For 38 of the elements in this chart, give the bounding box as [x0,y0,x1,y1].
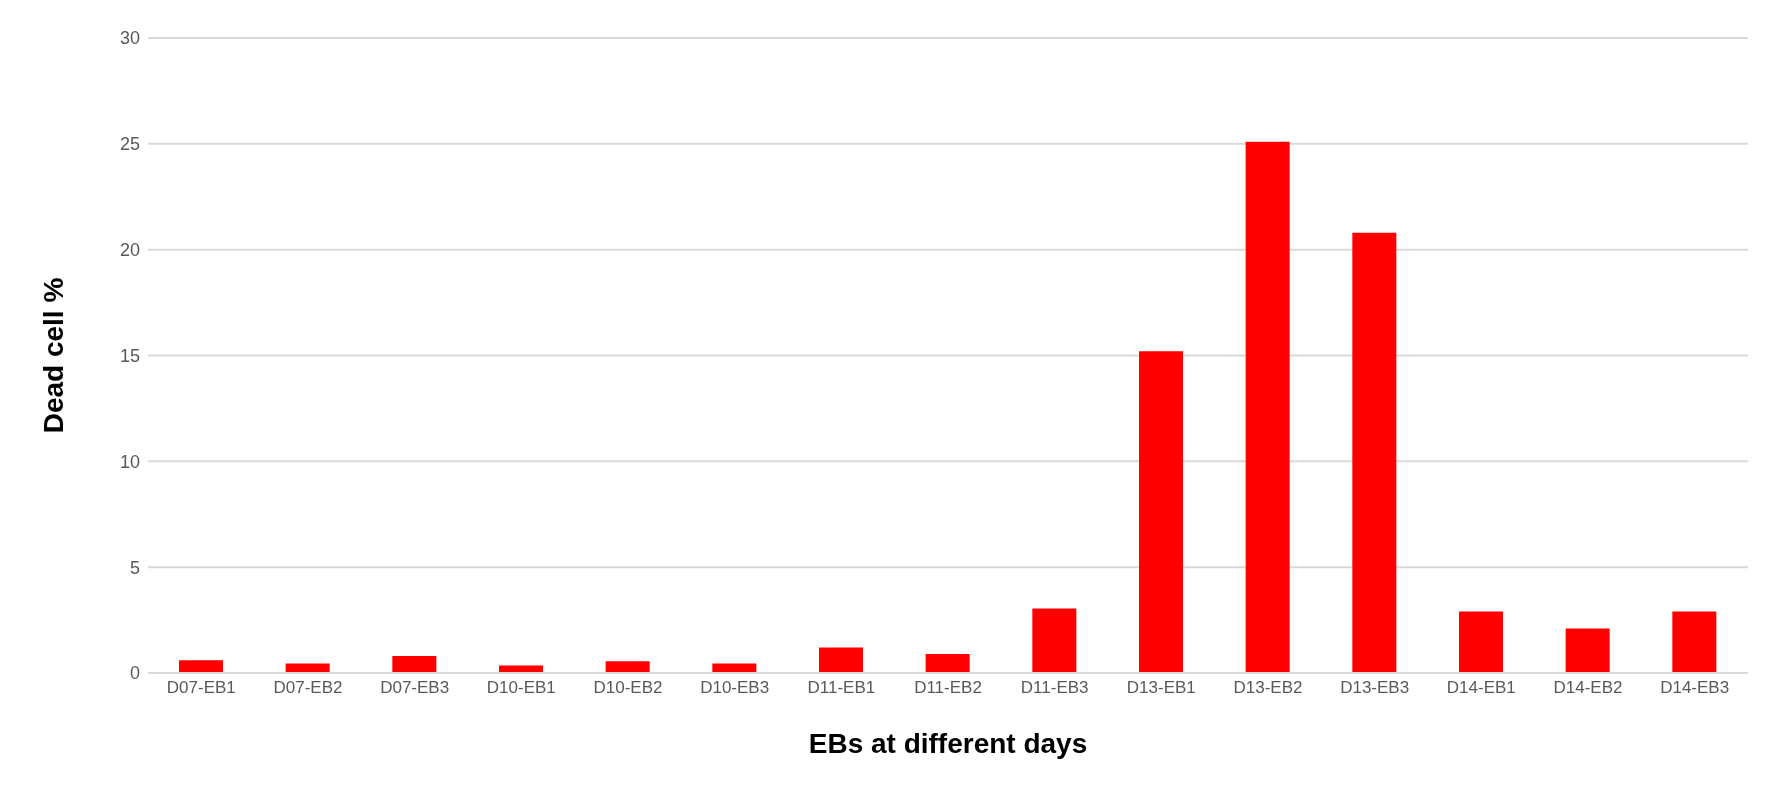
x-tick-label: D07-EB3 [380,678,450,698]
y-tick-label: 15 [119,345,140,366]
x-tick-label: D10-EB3 [700,678,770,698]
y-tick-label: 30 [119,28,140,49]
x-tick-label: D07-EB1 [166,678,236,698]
x-tick-label: D13-EB2 [1233,678,1303,698]
x-tick-label: D14-EB1 [1446,678,1516,698]
bar [392,656,437,673]
bar [712,663,757,673]
x-tick-label: D13-EB3 [1340,678,1410,698]
bar [1352,232,1397,673]
bar [1245,141,1290,673]
y-axis-title: Dead cell % [37,277,69,434]
x-tick-label: D14-EB2 [1553,678,1623,698]
x-tick-label: D07-EB2 [273,678,343,698]
x-tick-label: D10-EB1 [486,678,556,698]
y-tick-label: 25 [119,134,140,155]
bar [1672,611,1717,673]
bar [1032,608,1077,673]
bar [925,653,970,673]
x-tick-label: D11-EB1 [807,678,876,698]
bar [1565,628,1610,673]
y-tick-label: 0 [129,663,140,684]
x-tick-label: D11-EB2 [914,678,982,698]
bar [1459,611,1503,673]
bar [285,663,330,673]
y-tick-label: 5 [129,557,140,578]
x-tick-label: D11-EB3 [1020,678,1089,698]
bar [605,661,650,673]
y-tick-label: 10 [119,451,140,472]
bar [1139,351,1183,673]
y-tick-label: 20 [119,240,140,261]
bar [179,660,223,673]
x-tick-label: D10-EB2 [593,678,663,698]
x-tick-label: D13-EB1 [1126,678,1196,698]
x-axis-title: EBs at different days [808,728,1088,759]
x-tick-label: D14-EB3 [1660,678,1730,698]
bar [819,647,863,673]
